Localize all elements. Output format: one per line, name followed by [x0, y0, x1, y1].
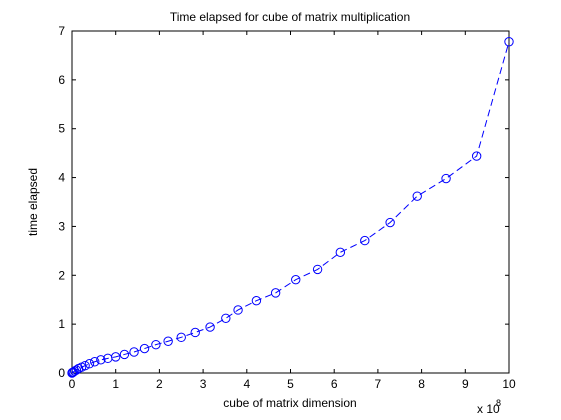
y-axis-ticks: 0 1 2 3 4 5 6 7: [58, 24, 509, 380]
x-axis-ticks: 0 1 2 3 4 5 6 7 8 9 10: [69, 31, 516, 391]
data-point: [233, 305, 243, 315]
x-axis-label: cube of matrix dimension: [223, 396, 356, 410]
data-point: [111, 352, 121, 362]
y-tick-label: 6: [58, 73, 65, 87]
data-point: [205, 322, 215, 332]
data-point: [190, 327, 200, 338]
x-axis-multiplier: x 10: [477, 402, 500, 416]
data-point: [270, 288, 281, 298]
data-point: [504, 37, 514, 47]
data-point: [385, 217, 395, 228]
x-tick-label: 5: [287, 377, 294, 391]
data-point: [471, 151, 482, 161]
x-tick-label: 10: [502, 377, 516, 391]
data-point: [412, 191, 422, 201]
x-tick-label: 2: [156, 377, 163, 391]
data-point: [129, 347, 139, 357]
y-axis-label: time elapsed: [26, 168, 40, 236]
x-tick-label: 0: [69, 377, 76, 391]
x-axis-multiplier-exponent: 8: [496, 398, 501, 408]
data-point: [360, 235, 370, 246]
plot-area: [71, 30, 510, 374]
data-point: [96, 355, 106, 365]
data-point: [221, 313, 231, 323]
y-tick-label: 4: [58, 171, 65, 185]
x-tick-label: 7: [375, 377, 382, 391]
y-tick-label: 3: [58, 219, 65, 233]
y-tick-label: 1: [58, 317, 65, 331]
data-point: [163, 336, 173, 346]
y-tick-label: 2: [58, 268, 65, 282]
data-point: [119, 349, 130, 360]
data-point: [441, 173, 451, 184]
data-point: [335, 247, 346, 258]
series-markers: [67, 37, 514, 378]
y-tick-label: 5: [58, 122, 65, 136]
chart-title: Time elapsed for cube of matrix multipli…: [170, 10, 410, 24]
x-tick-label: 1: [112, 377, 119, 391]
y-tick-label: 0: [58, 366, 65, 380]
data-point: [151, 339, 161, 350]
data-point: [84, 359, 95, 369]
x-tick-label: 9: [462, 377, 469, 391]
x-tick-label: 6: [331, 377, 338, 391]
data-point: [312, 264, 323, 275]
x-tick-label: 3: [200, 377, 207, 391]
data-point: [176, 332, 186, 343]
data-point: [71, 365, 82, 375]
data-point: [90, 357, 100, 367]
y-tick-label: 7: [58, 24, 65, 38]
data-point: [139, 343, 150, 354]
x-tick-label: 4: [243, 377, 250, 391]
data-point: [291, 274, 301, 285]
data-point: [251, 295, 262, 306]
data-point: [80, 360, 90, 371]
series-line: [71, 41, 510, 374]
data-point: [68, 367, 79, 377]
x-tick-label: 8: [418, 377, 425, 391]
